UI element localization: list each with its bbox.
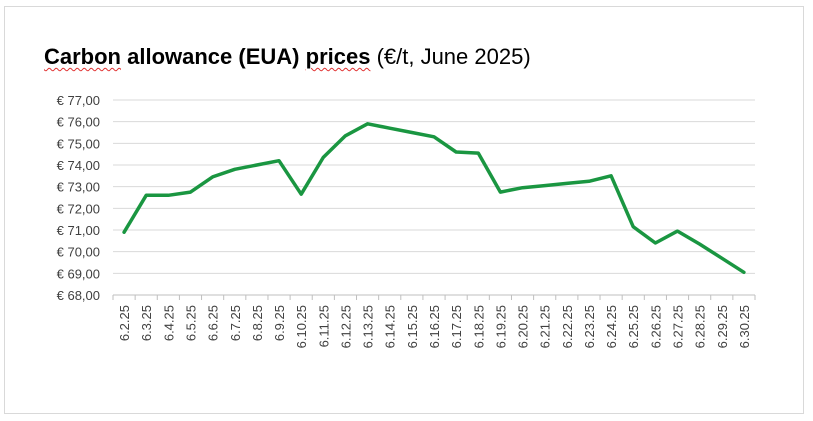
x-tick-label: 6.15.25	[405, 305, 420, 348]
x-tick-label: 6.14.25	[383, 305, 398, 348]
x-tick-label: 6.12.25	[338, 305, 353, 348]
y-tick-label: € 70,00	[57, 245, 100, 260]
y-tick-label: € 75,00	[57, 136, 100, 151]
x-tick-label: 6.28.25	[693, 305, 708, 348]
title-part-allowance: allowance (EUA)	[127, 44, 300, 69]
y-tick-label: € 77,00	[57, 93, 100, 108]
gridlines	[113, 99, 755, 296]
x-tick-label: 6.20.25	[516, 305, 531, 348]
x-tick-label: 6.30.25	[737, 305, 752, 348]
x-tick-label: 6.7.25	[228, 305, 243, 341]
x-tick-label: 6.16.25	[427, 305, 442, 348]
x-tick-label: 6.13.25	[361, 305, 376, 348]
x-tick-label: 6.9.25	[272, 305, 287, 341]
x-tick-label: 6.29.25	[715, 305, 730, 348]
series-layer	[122, 122, 746, 275]
x-tick-label: 6.21.25	[538, 305, 553, 348]
x-tick-label: 6.27.25	[671, 305, 686, 348]
y-tick-label: € 68,00	[57, 288, 100, 303]
x-tick-label: 6.2.25	[117, 305, 132, 341]
x-tick-label: 6.18.25	[471, 305, 486, 348]
x-tick-label: 6.6.25	[206, 305, 221, 341]
x-tick-label: 6.23.25	[582, 305, 597, 348]
chart-title: Carbon allowance (EUA) prices (€/t, June…	[44, 44, 531, 70]
x-tick-label: 6.8.25	[250, 305, 265, 341]
y-axis-ticks: € 68,00 € 69,00 € 70,00 € 71,00 € 72,00 € 73,…	[57, 93, 100, 303]
y-tick-label: € 76,00	[57, 115, 100, 130]
x-tick-label: 6.22.25	[560, 305, 575, 348]
title-part-prices: prices	[305, 44, 371, 69]
series-line	[122, 122, 746, 275]
x-tick-label: 6.19.25	[493, 305, 508, 348]
y-tick-label: € 74,00	[57, 158, 100, 173]
x-tick-label: 6.24.25	[604, 305, 619, 348]
x-tick-label: 6.5.25	[183, 305, 198, 341]
x-tick-label: 6.4.25	[161, 305, 176, 341]
x-tick-label: 6.3.25	[139, 305, 154, 341]
y-tick-label: € 69,00	[57, 266, 100, 281]
title-part-carbon: Carbon	[44, 44, 121, 69]
title-part-units: (€/t, June 2025)	[370, 44, 531, 69]
x-tick-label: 6.26.25	[648, 305, 663, 348]
x-tick-label: 6.25.25	[626, 305, 641, 348]
x-tick-label: 6.10.25	[294, 305, 309, 348]
y-tick-label: € 73,00	[57, 180, 100, 195]
x-tick-label: 6.11.25	[316, 305, 331, 347]
y-tick-label: € 72,00	[57, 201, 100, 216]
y-tick-label: € 71,00	[57, 223, 100, 238]
x-axis-ticks: 6.2.25 6.3.25 6.4.25 6.5.25 6.6.25 6.7.25 6.8.…	[112, 295, 756, 348]
x-tick-label: 6.17.25	[449, 305, 464, 348]
